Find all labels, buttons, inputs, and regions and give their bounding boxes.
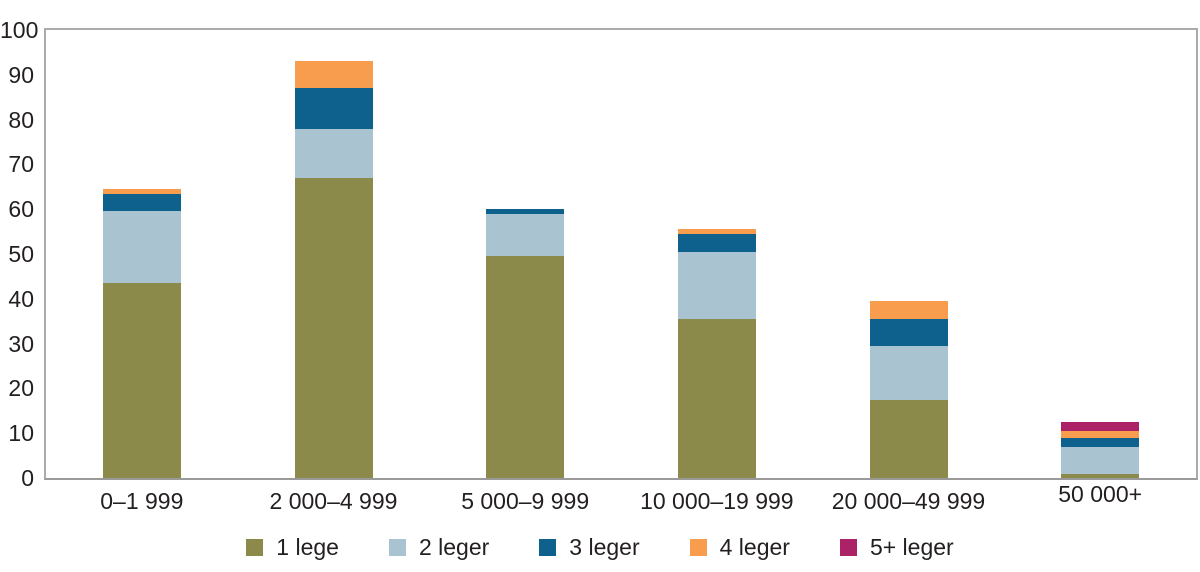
bar-segment (677, 233, 756, 252)
y-tick-label: 100 (0, 17, 39, 43)
bar-segment (869, 301, 948, 319)
bar-segment (677, 318, 756, 478)
x-category-label: 10 000–19 999 (640, 488, 794, 514)
bar-segment (486, 256, 565, 478)
legend-label: 5+ leger (869, 534, 954, 560)
legend-item: 4 leger (689, 534, 790, 560)
legend-item: 3 leger (539, 534, 640, 560)
legend-label: 2 leger (418, 534, 490, 560)
y-tick-label: 20 (8, 375, 34, 402)
y-tick-label: 80 (8, 106, 34, 133)
x-category-label: 0–1 999 (100, 488, 184, 514)
bar-segment (1061, 437, 1140, 447)
legend-item: 1 lege (246, 534, 339, 560)
legend-label: 3 leger (569, 534, 640, 560)
bar-segment (677, 251, 756, 319)
bar-segment (1061, 422, 1140, 431)
x-category-label: 20 000–49 999 (831, 488, 986, 514)
bar-segment (1061, 473, 1140, 478)
x-category-label: 5 000–9 999 (461, 488, 590, 514)
y-tick-label: 0 (21, 465, 34, 491)
legend-item: 2 leger (388, 534, 490, 560)
bar-segment (486, 209, 565, 214)
bar-segment (869, 318, 948, 346)
bar-segment (1061, 430, 1140, 438)
legend-swatch-icon (539, 538, 557, 556)
y-tick-label: 50 (8, 241, 34, 267)
legend-label: 4 leger (719, 534, 790, 560)
bar-segment (677, 229, 756, 234)
stacked-bar (1061, 422, 1140, 478)
legend-swatch-icon (839, 538, 857, 556)
y-tick-label: 70 (8, 151, 34, 178)
legend-item: 5+ leger (839, 534, 954, 560)
y-tick-label: 40 (8, 285, 34, 312)
legend-swatch-icon (246, 538, 264, 556)
bar-segment (1061, 446, 1140, 474)
bar-segment (102, 193, 181, 212)
bar-segment (869, 345, 948, 400)
stacked-bar (486, 209, 565, 478)
stacked-bar (294, 61, 373, 478)
bar-segment (294, 128, 373, 178)
x-category-label: 50 000+ (1058, 481, 1143, 507)
bar-segment (294, 88, 373, 129)
y-tick-label: 60 (8, 196, 34, 223)
bar-segment (102, 189, 181, 194)
bar-segment (102, 283, 181, 478)
bar-segment (869, 399, 948, 478)
bar-segment (486, 213, 565, 257)
stacked-bar (869, 301, 948, 478)
x-category-label: 2 000–4 999 (269, 488, 398, 514)
bar-segment (294, 61, 373, 89)
stacked-bar (677, 229, 756, 478)
stacked-bar (102, 189, 181, 478)
y-tick-label: 10 (8, 420, 34, 447)
bar-segment (102, 211, 181, 284)
legend-swatch-icon (388, 538, 406, 556)
legend-swatch-icon (689, 538, 707, 556)
legend-label: 1 lege (276, 534, 339, 560)
y-tick-label: 30 (8, 330, 34, 357)
legend: 1 lege 2 leger 3 leger 4 leger 5+ leger (0, 534, 1200, 560)
y-tick-label: 90 (8, 61, 34, 88)
bar-segment (294, 177, 373, 478)
plot-area (44, 28, 1198, 480)
